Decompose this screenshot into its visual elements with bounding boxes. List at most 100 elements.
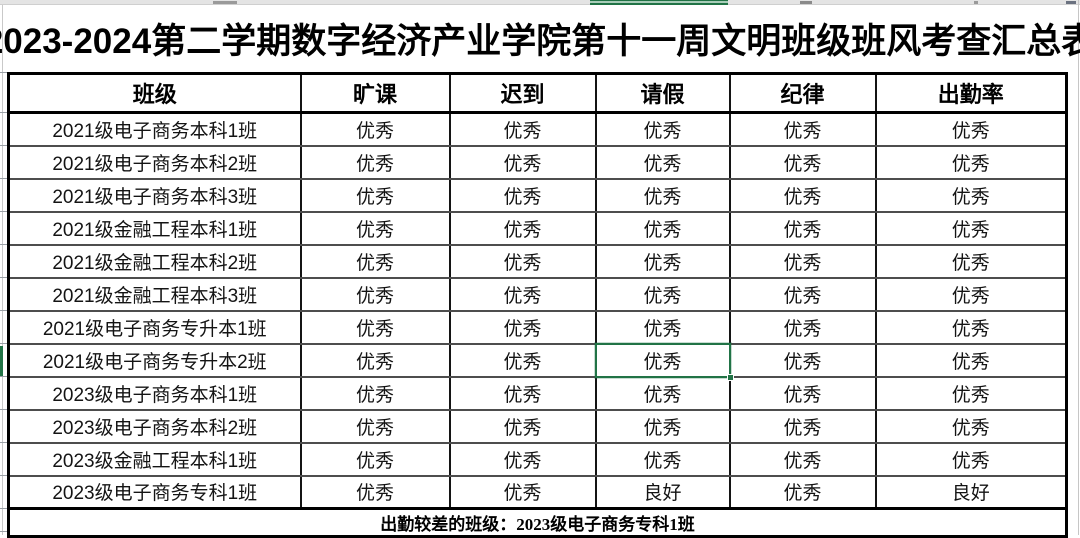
class-name-cell[interactable]: 2023级电子商务专科1班 [7, 474, 302, 510]
table-row: 2021级电子商务本科3班 优秀 优秀 优秀 优秀 优秀 [7, 177, 1068, 213]
rating-cell[interactable]: 优秀 [299, 177, 451, 213]
table-row: 2023级电子商务本科2班 优秀 优秀 优秀 优秀 优秀 [7, 408, 1068, 444]
rating-cell[interactable]: 优秀 [728, 210, 877, 246]
col-header-attendance-rate[interactable]: 出勤率 [874, 72, 1068, 114]
rating-cell[interactable]: 优秀 [299, 309, 451, 345]
class-name-cell[interactable]: 2021级电子商务本科2班 [7, 144, 302, 180]
rating-cell[interactable]: 优秀 [299, 408, 451, 444]
rating-cell[interactable]: 优秀 [728, 111, 877, 147]
footer-note[interactable]: 出勤较差的班级：2023级电子商务专科1班 [7, 507, 1068, 538]
rating-cell[interactable]: 优秀 [874, 375, 1068, 411]
rating-cell[interactable]: 优秀 [728, 408, 877, 444]
rating-cell[interactable]: 优秀 [874, 243, 1068, 279]
rating-cell[interactable]: 优秀 [448, 309, 597, 345]
rating-cell[interactable]: 良好 [594, 474, 731, 510]
rating-cell[interactable]: 优秀 [448, 342, 597, 378]
rating-cell[interactable]: 优秀 [448, 375, 597, 411]
rating-cell[interactable]: 良好 [874, 474, 1068, 510]
rating-cell[interactable]: 优秀 [728, 144, 877, 180]
selected-row-highlight [0, 346, 3, 376]
class-name-cell[interactable]: 2021级电子商务本科3班 [7, 177, 302, 213]
table-row: 2021级电子商务本科1班 优秀 优秀 优秀 优秀 优秀 [7, 111, 1068, 147]
fill-handle[interactable] [726, 373, 734, 381]
rating-cell[interactable]: 优秀 [594, 177, 731, 213]
selected-cell-value: 优秀 [643, 351, 682, 373]
rating-cell[interactable]: 优秀 [299, 243, 451, 279]
spreadsheet-column-header-strip [0, 0, 1080, 5]
rating-cell[interactable]: 优秀 [594, 375, 731, 411]
row-gridline-stubs [0, 112, 7, 511]
class-name-cell[interactable]: 2023级电子商务本科2班 [7, 408, 302, 444]
rating-cell[interactable]: 优秀 [728, 342, 877, 378]
rating-cell[interactable]: 优秀 [299, 210, 451, 246]
rating-cell[interactable]: 优秀 [728, 441, 877, 477]
table-row: 2023级金融工程本科1班 优秀 优秀 优秀 优秀 优秀 [7, 441, 1068, 477]
rating-cell[interactable]: 优秀 [299, 375, 451, 411]
rating-cell[interactable]: 优秀 [874, 441, 1068, 477]
class-name-cell[interactable]: 2023级金融工程本科1班 [7, 441, 302, 477]
col-header-leave[interactable]: 请假 [594, 72, 731, 114]
col-header-class[interactable]: 班级 [7, 72, 302, 114]
table-row: 2021级金融工程本科1班 优秀 优秀 优秀 优秀 优秀 [7, 210, 1068, 246]
rating-cell[interactable]: 优秀 [594, 408, 731, 444]
rating-cell[interactable]: 优秀 [594, 210, 731, 246]
rating-cell[interactable]: 优秀 [448, 243, 597, 279]
rating-cell[interactable]: 优秀 [874, 210, 1068, 246]
rating-cell[interactable]: 优秀 [594, 144, 731, 180]
rating-cell[interactable]: 优秀 [594, 276, 731, 312]
rating-cell[interactable]: 优秀 [299, 342, 451, 378]
class-name-cell[interactable]: 2021级电子商务专升本2班 [7, 342, 302, 378]
class-name-cell[interactable]: 2021级电子商务专升本1班 [7, 309, 302, 345]
rating-cell[interactable]: 优秀 [299, 111, 451, 147]
column-header-mark [800, 1, 812, 4]
rating-cell[interactable]: 优秀 [874, 144, 1068, 180]
rating-cell[interactable]: 优秀 [299, 474, 451, 510]
rating-cell[interactable]: 优秀 [448, 111, 597, 147]
rating-cell[interactable]: 优秀 [448, 276, 597, 312]
rating-cell[interactable]: 优秀 [728, 309, 877, 345]
class-name-cell[interactable]: 2021级金融工程本科1班 [7, 210, 302, 246]
rating-cell[interactable]: 优秀 [874, 342, 1068, 378]
rating-cell[interactable]: 优秀 [299, 276, 451, 312]
rating-cell[interactable]: 优秀 [594, 111, 731, 147]
table-row: 2021级金融工程本科2班 优秀 优秀 优秀 优秀 优秀 [7, 243, 1068, 279]
rating-cell[interactable]: 优秀 [448, 474, 597, 510]
rating-cell[interactable]: 优秀 [874, 276, 1068, 312]
rating-cell[interactable]: 优秀 [874, 309, 1068, 345]
rating-cell[interactable]: 优秀 [594, 243, 731, 279]
rating-cell[interactable]: 优秀 [299, 144, 451, 180]
col-header-discipline[interactable]: 纪律 [728, 72, 877, 114]
header-row: 班级 旷课 迟到 请假 纪律 出勤率 [7, 72, 1068, 114]
class-name-cell[interactable]: 2023级电子商务本科1班 [7, 375, 302, 411]
rating-cell[interactable]: 优秀 [874, 177, 1068, 213]
row-gridline-stub [0, 72, 7, 73]
table-row-selected: 2021级电子商务专升本2班 优秀 优秀 优秀 优秀 优秀 [7, 342, 1068, 381]
table-row: 2023级电子商务专科1班 优秀 优秀 良好 优秀 良好 [7, 474, 1068, 510]
table-row: 2021级金融工程本科3班 优秀 优秀 优秀 优秀 优秀 [7, 276, 1068, 312]
rating-cell[interactable]: 优秀 [448, 441, 597, 477]
class-name-cell[interactable]: 2021级金融工程本科2班 [7, 243, 302, 279]
table-row: 2023级电子商务本科1班 优秀 优秀 优秀 优秀 优秀 [7, 375, 1068, 411]
rating-cell[interactable]: 优秀 [728, 474, 877, 510]
col-header-late[interactable]: 迟到 [448, 72, 597, 114]
table-row: 2021级电子商务本科2班 优秀 优秀 优秀 优秀 优秀 [7, 144, 1068, 180]
rating-cell[interactable]: 优秀 [448, 408, 597, 444]
sheet-title[interactable]: 2023-2024第二学期数字经济产业学院第十一周文明班级班风考查汇总表 [0, 21, 1080, 61]
rating-cell[interactable]: 优秀 [728, 243, 877, 279]
rating-cell[interactable]: 优秀 [874, 408, 1068, 444]
class-name-cell[interactable]: 2021级电子商务本科1班 [7, 111, 302, 147]
rating-cell[interactable]: 优秀 [728, 177, 877, 213]
rating-cell[interactable]: 优秀 [728, 375, 877, 411]
selected-cell[interactable]: 优秀 [594, 342, 734, 381]
rating-cell[interactable]: 优秀 [448, 210, 597, 246]
rating-cell[interactable]: 优秀 [448, 177, 597, 213]
rating-cell[interactable]: 优秀 [874, 111, 1068, 147]
col-header-absenteeism[interactable]: 旷课 [299, 72, 451, 114]
rating-cell[interactable]: 优秀 [299, 441, 451, 477]
rating-cell[interactable]: 优秀 [594, 441, 731, 477]
rating-cell[interactable]: 优秀 [448, 144, 597, 180]
rating-cell[interactable]: 优秀 [594, 309, 731, 345]
class-name-cell[interactable]: 2021级金融工程本科3班 [7, 276, 302, 312]
summary-table: 班级 旷课 迟到 请假 纪律 出勤率 2021级电子商务本科1班 优秀 优秀 优… [7, 72, 1068, 538]
rating-cell[interactable]: 优秀 [728, 276, 877, 312]
